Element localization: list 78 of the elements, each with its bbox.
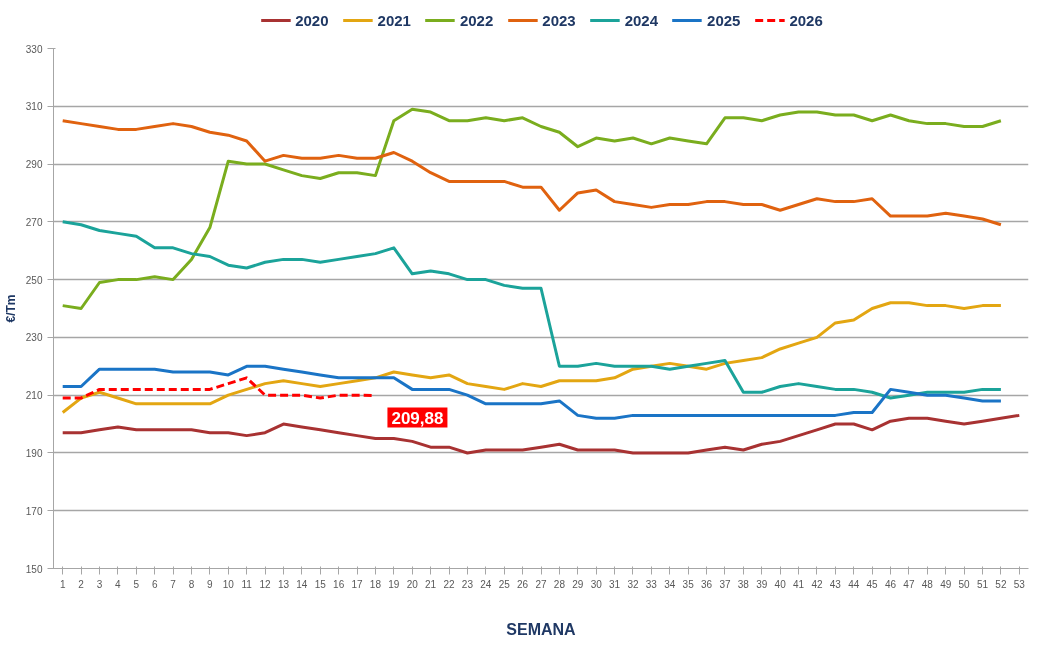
- y-tick-label: 230: [25, 332, 43, 344]
- legend-label: 2023: [542, 11, 576, 29]
- legend-label: 2021: [377, 11, 411, 29]
- x-tick-label: 17: [351, 578, 364, 590]
- x-tick-label: 8: [188, 578, 195, 590]
- x-tick-label: 10: [222, 578, 235, 590]
- x-tick-label: 50: [958, 578, 971, 590]
- x-tick-label: 52: [995, 578, 1007, 590]
- x-tick-label: 37: [719, 578, 731, 590]
- x-tick-label: 33: [645, 578, 658, 590]
- x-tick-label: 18: [369, 578, 382, 590]
- x-tick-label: 30: [590, 578, 603, 590]
- x-tick-label: 36: [701, 578, 713, 590]
- x-tick-label: 47: [903, 578, 915, 590]
- y-tick-label: 210: [25, 390, 43, 402]
- x-tick-label: 6: [151, 578, 158, 590]
- y-tick-label: 290: [25, 159, 43, 171]
- x-tick-label: 26: [517, 578, 529, 590]
- line-series: [61, 107, 1003, 310]
- y-tick-label: 150: [25, 563, 43, 575]
- legend-label: 2022: [459, 11, 494, 29]
- y-tick-label: 170: [25, 505, 43, 517]
- x-tick-label: 22: [443, 578, 456, 590]
- x-tick-label: 49: [940, 578, 952, 590]
- x-axis-title: SEMANA: [506, 620, 577, 638]
- line-series: [61, 220, 1003, 400]
- x-tick-label: 19: [388, 578, 400, 590]
- x-tick-label: 14: [296, 578, 308, 590]
- x-tick-label: 31: [609, 578, 621, 590]
- x-tick-label: 1: [59, 578, 66, 590]
- x-tick-label: 48: [921, 578, 934, 590]
- x-tick-label: 44: [848, 578, 860, 590]
- x-tick-label: 43: [829, 578, 842, 590]
- x-tick-label: 24: [480, 578, 492, 590]
- x-tick-label: 45: [866, 578, 879, 590]
- y-tick-label: 330: [25, 43, 43, 55]
- line-series: [61, 413, 1021, 455]
- x-tick-label: 3: [96, 578, 103, 590]
- x-tick-label: 13: [277, 578, 290, 590]
- x-tick-label: 41: [792, 578, 805, 590]
- x-tick-label: 20: [406, 578, 419, 590]
- x-tick-label: 23: [461, 578, 474, 590]
- x-tick-label: 34: [664, 578, 676, 590]
- legend-label: 2020: [295, 11, 329, 29]
- x-tick-label: 42: [811, 578, 823, 590]
- y-tick-label: 190: [25, 447, 43, 459]
- y-tick-label: 250: [25, 274, 43, 286]
- y-tick-label: 310: [25, 101, 43, 113]
- y-tick-label: 270: [25, 216, 43, 228]
- x-tick-label: 51: [976, 578, 989, 590]
- x-tick-label: 12: [259, 578, 272, 590]
- x-tick-label: 35: [682, 578, 695, 590]
- x-tick-label: 40: [774, 578, 787, 590]
- x-tick-label: 7: [170, 578, 177, 590]
- x-tick-label: 21: [425, 578, 437, 590]
- x-tick-label: 25: [498, 578, 511, 590]
- annotation: 209,88: [391, 408, 444, 428]
- legend-label: 2025: [707, 11, 741, 29]
- line-series: [61, 119, 1003, 227]
- line-series: [61, 301, 1003, 414]
- x-tick-label: 4: [115, 578, 122, 590]
- x-tick-label: 27: [535, 578, 547, 590]
- x-tick-label: 15: [314, 578, 327, 590]
- x-tick-label: 39: [756, 578, 768, 590]
- legend-label: 2024: [624, 11, 659, 29]
- x-tick-label: 11: [241, 578, 253, 590]
- x-tick-label: 32: [627, 578, 639, 590]
- x-tick-label: 16: [333, 578, 345, 590]
- x-tick-label: 9: [207, 578, 214, 590]
- x-tick-label: 46: [884, 578, 897, 590]
- legend-label: 2026: [789, 11, 823, 29]
- y-axis-title: €/Tm: [3, 294, 18, 323]
- x-tick-label: 29: [572, 578, 584, 590]
- x-tick-label: 28: [553, 578, 566, 590]
- x-tick-label: 5: [133, 578, 140, 590]
- x-tick-label: 53: [1013, 578, 1026, 590]
- x-tick-label: 38: [737, 578, 750, 590]
- x-tick-label: 2: [78, 578, 85, 590]
